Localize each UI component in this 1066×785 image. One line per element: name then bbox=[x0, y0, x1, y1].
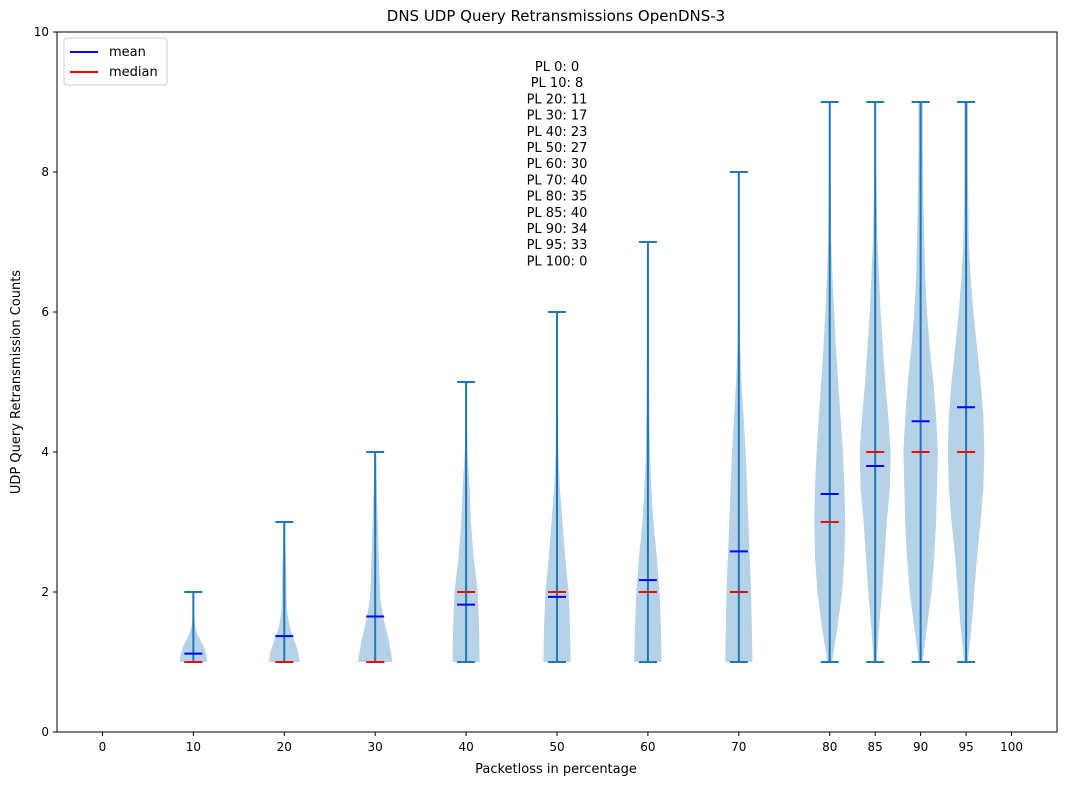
annotation-line: PL 20: 11 bbox=[527, 92, 588, 107]
x-tick-label: 0 bbox=[99, 740, 107, 754]
legend-label-mean: mean bbox=[109, 45, 146, 60]
legend-box bbox=[63, 37, 168, 86]
annotation-line: PL 80: 35 bbox=[527, 190, 588, 205]
x-tick-label: 30 bbox=[368, 740, 383, 754]
y-tick-label: 8 bbox=[41, 165, 49, 179]
annotation-line: PL 50: 27 bbox=[527, 141, 588, 156]
violin-40 bbox=[452, 381, 480, 663]
violin-50 bbox=[543, 311, 571, 663]
violin-90 bbox=[903, 101, 938, 663]
annotation-line: PL 40: 23 bbox=[527, 125, 588, 140]
annotation-line: PL 70: 40 bbox=[527, 173, 588, 188]
x-tick-label: 70 bbox=[731, 740, 746, 754]
x-tick-label: 60 bbox=[640, 740, 655, 754]
y-tick-label: 4 bbox=[41, 445, 49, 459]
annotation-line: PL 0: 0 bbox=[535, 60, 579, 75]
y-axis-label: UDP Query Retransmission Counts bbox=[9, 270, 24, 494]
x-tick-label: 100 bbox=[1000, 740, 1023, 754]
x-tick-label: 40 bbox=[458, 740, 473, 754]
violin-80 bbox=[814, 101, 846, 663]
annotation-line: PL 100: 0 bbox=[527, 254, 588, 269]
annotation-line: PL 30: 17 bbox=[527, 109, 588, 124]
annotation-line: PL 10: 8 bbox=[531, 76, 584, 91]
annotation-line: PL 95: 33 bbox=[527, 238, 588, 253]
x-tick-label: 50 bbox=[549, 740, 564, 754]
annotation-line: PL 90: 34 bbox=[527, 222, 588, 237]
x-tick-label: 95 bbox=[958, 740, 973, 754]
violin-30 bbox=[357, 451, 393, 663]
annotation-line: PL 85: 40 bbox=[527, 206, 588, 221]
violin-70 bbox=[725, 171, 753, 663]
x-tick-label: 90 bbox=[913, 740, 928, 754]
legend-label-median: median bbox=[109, 65, 158, 80]
x-tick-label: 10 bbox=[186, 740, 201, 754]
x-tick-label: 80 bbox=[822, 740, 837, 754]
y-tick-label: 0 bbox=[41, 725, 49, 739]
y-axis: 0 2 4 6 8 10 bbox=[34, 25, 57, 739]
y-tick-label: 2 bbox=[41, 585, 49, 599]
violin-85 bbox=[859, 101, 891, 663]
legend: mean median bbox=[63, 37, 168, 86]
x-tick-label: 20 bbox=[277, 740, 292, 754]
y-tick-label: 6 bbox=[41, 305, 49, 319]
chart-title: DNS UDP Query Retransmissions OpenDNS-3 bbox=[387, 7, 725, 25]
y-tick-label: 10 bbox=[34, 25, 49, 39]
annotation-line: PL 60: 30 bbox=[527, 157, 588, 172]
violin-20 bbox=[268, 521, 300, 663]
violin-series bbox=[179, 101, 985, 663]
violin-60 bbox=[634, 241, 662, 663]
x-axis: 0 10 20 30 40 50 60 70 80 85 90 95 100 bbox=[99, 732, 1023, 754]
violin-95 bbox=[947, 101, 985, 663]
x-axis-label: Packetloss in percentage bbox=[475, 762, 637, 777]
violin-10 bbox=[179, 591, 207, 663]
x-tick-label: 85 bbox=[868, 740, 883, 754]
